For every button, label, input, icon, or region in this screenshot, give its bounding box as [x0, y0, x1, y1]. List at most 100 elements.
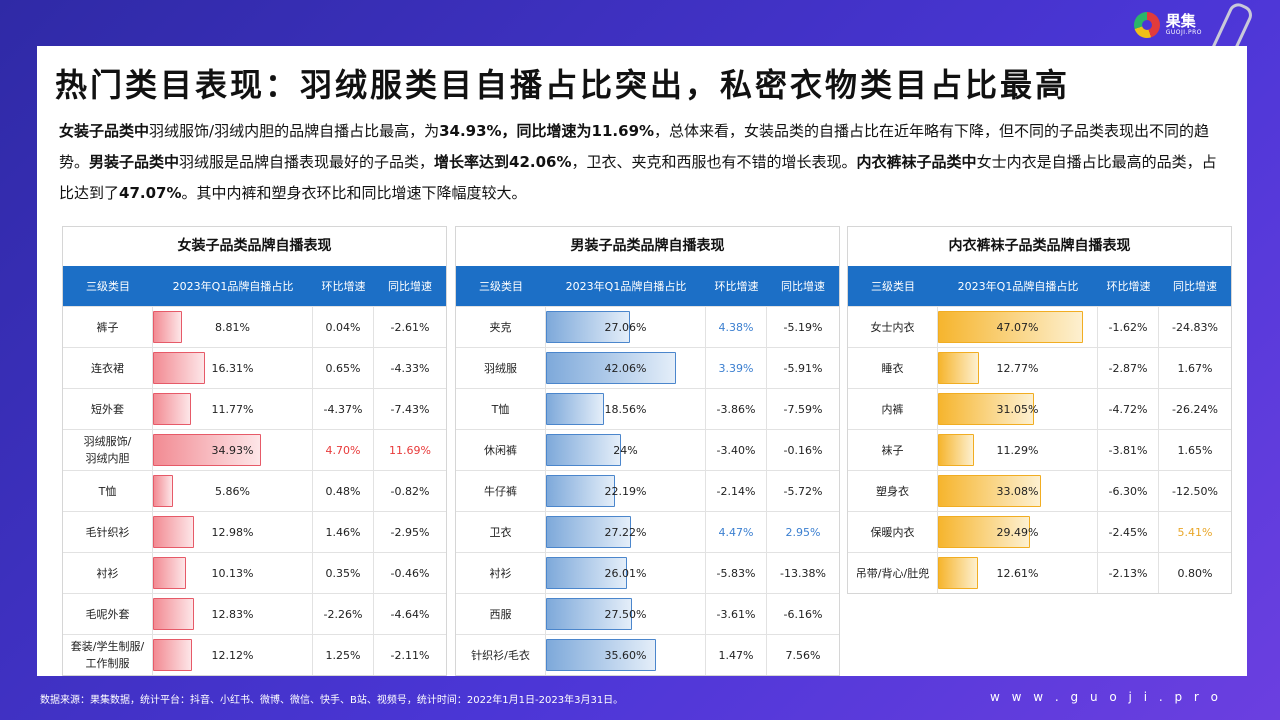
share-bar — [938, 311, 1083, 343]
table-row: 塑身衣 33.08% -6.30% -12.50% — [848, 470, 1231, 511]
share-cell: 22.19% — [546, 471, 706, 511]
menswear-table: 男装子品类品牌自播表现 三级类目 2023年Q1品牌自播占比 环比增速 同比增速 夹克 27… — [455, 226, 840, 676]
category-name: 毛针织衫 — [63, 512, 153, 552]
share-cell: 16.31% — [153, 348, 313, 388]
share-value: 5.86% — [215, 484, 250, 498]
share-cell: 31.05% — [938, 389, 1098, 429]
table-row: 西服 27.50% -3.61% -6.16% — [456, 593, 839, 634]
table-row: 毛针织衫 12.98% 1.46% -2.95% — [63, 511, 446, 552]
brand-sub: GUOJI.PRO — [1165, 29, 1202, 36]
yoy-growth: -7.43% — [390, 402, 430, 416]
share-bar — [546, 475, 615, 507]
share-cell: 47.07% — [938, 307, 1098, 347]
share-bar — [153, 434, 261, 466]
yoy-growth: -0.16% — [783, 443, 823, 457]
table-row: 裤子 8.81% 0.04% -2.61% — [63, 306, 446, 347]
yoy-growth: 0.80% — [1177, 566, 1213, 580]
share-bar — [153, 598, 194, 630]
content-panel: 热门类目表现：羽绒服类目自播占比突出，私密衣物类目占比最高 女装子品类中羽绒服饰… — [37, 46, 1247, 676]
share-value: 47.07% — [996, 320, 1039, 334]
column-header: 三级类目 — [871, 280, 915, 293]
table-row: 睡衣 12.77% -2.87% 1.67% — [848, 347, 1231, 388]
share-value: 35.60% — [604, 648, 647, 662]
yoy-growth: 2.95% — [785, 525, 821, 539]
share-cell: 11.77% — [153, 389, 313, 429]
share-cell: 27.06% — [546, 307, 706, 347]
column-header: 环比增速 — [714, 280, 759, 293]
column-header: 三级类目 — [86, 280, 130, 293]
table-header: 三级类目 2023年Q1品牌自播占比 环比增速 同比增速 — [848, 266, 1231, 306]
underwear-table: 内衣裤袜子品类品牌自播表现 三级类目 2023年Q1品牌自播占比 环比增速 同比增速 女士… — [847, 226, 1232, 594]
category-name: 女士内衣 — [848, 307, 938, 347]
share-bar — [153, 352, 205, 384]
mom-growth: 4.70% — [313, 430, 374, 470]
yoy-growth: -2.95% — [390, 525, 430, 539]
category-name: 裤子 — [63, 307, 153, 347]
mom-growth: 0.04% — [313, 307, 374, 347]
table-row: 套装/学生制服/ 工作制服 12.12% 1.25% -2.11% — [63, 634, 446, 675]
category-name: 套装/学生制服/ 工作制服 — [63, 635, 153, 675]
yoy-growth: -7.59% — [783, 402, 823, 416]
table-row: 衬衫 10.13% 0.35% -0.46% — [63, 552, 446, 593]
share-bar — [153, 311, 182, 343]
share-cell: 35.60% — [546, 635, 706, 675]
share-bar — [546, 393, 604, 425]
yoy-growth: -2.61% — [390, 320, 430, 334]
category-name: 西服 — [456, 594, 546, 634]
summary-bold: 47.07% — [119, 184, 182, 202]
category-name: 塑身衣 — [848, 471, 938, 511]
share-cell: 34.93% — [153, 430, 313, 470]
category-name: 羽绒服 — [456, 348, 546, 388]
share-cell: 12.61% — [938, 553, 1098, 593]
share-bar — [938, 557, 978, 589]
table-row: 内裤 31.05% -4.72% -26.24% — [848, 388, 1231, 429]
share-bar — [938, 393, 1034, 425]
share-cell: 12.77% — [938, 348, 1098, 388]
table-row: 夹克 27.06% 4.38% -5.19% — [456, 306, 839, 347]
table-row: 毛呢外套 12.83% -2.26% -4.64% — [63, 593, 446, 634]
share-value: 42.06% — [604, 361, 647, 375]
category-name: 牛仔裤 — [456, 471, 546, 511]
summary-text: ，卫衣、夹克和西服也有不错的增长表现。 — [571, 153, 857, 171]
yoy-growth: -26.24% — [1172, 402, 1218, 416]
share-value: 8.81% — [215, 320, 250, 334]
mom-growth: -3.40% — [706, 430, 767, 470]
yoy-growth: 7.56% — [785, 648, 821, 662]
share-bar — [546, 598, 632, 630]
brand-logo: 果集 GUOJI.PRO — [1133, 8, 1202, 42]
womenswear-table: 女装子品类品牌自播表现 三级类目 2023年Q1品牌自播占比 环比增速 同比增速 裤子 8.… — [62, 226, 447, 676]
share-cell: 12.98% — [153, 512, 313, 552]
share-cell: 29.49% — [938, 512, 1098, 552]
share-value: 29.49% — [996, 525, 1039, 539]
yoy-growth: -5.72% — [783, 484, 823, 498]
share-value: 11.77% — [211, 402, 254, 416]
yoy-growth: -2.11% — [390, 648, 430, 662]
table-row: T恤 5.86% 0.48% -0.82% — [63, 470, 446, 511]
share-cell: 5.86% — [153, 471, 313, 511]
category-name: 针织衫/毛衣 — [456, 635, 546, 675]
share-cell: 12.12% — [153, 635, 313, 675]
column-header: 同比增速 — [388, 280, 432, 293]
share-value: 26.01% — [604, 566, 647, 580]
share-cell: 42.06% — [546, 348, 706, 388]
category-name: T恤 — [456, 389, 546, 429]
mom-growth: 1.25% — [313, 635, 374, 675]
column-header: 2023年Q1品牌自播占比 — [172, 280, 294, 293]
mom-growth: -2.87% — [1098, 348, 1159, 388]
share-value: 31.05% — [996, 402, 1039, 416]
share-value: 27.22% — [604, 525, 647, 539]
column-header: 三级类目 — [479, 280, 523, 293]
mom-growth: -2.45% — [1098, 512, 1159, 552]
share-bar — [938, 352, 979, 384]
share-bar — [153, 557, 186, 589]
category-name: 休闲裤 — [456, 430, 546, 470]
table-row: 连衣裙 16.31% 0.65% -4.33% — [63, 347, 446, 388]
share-bar — [546, 434, 621, 466]
share-bar — [938, 475, 1041, 507]
share-value: 12.61% — [996, 566, 1039, 580]
share-cell: 11.29% — [938, 430, 1098, 470]
column-header: 同比增速 — [1173, 280, 1217, 293]
mom-growth: 0.65% — [313, 348, 374, 388]
table-row: 吊带/背心/肚兜 12.61% -2.13% 0.80% — [848, 552, 1231, 593]
share-value: 12.77% — [996, 361, 1039, 375]
